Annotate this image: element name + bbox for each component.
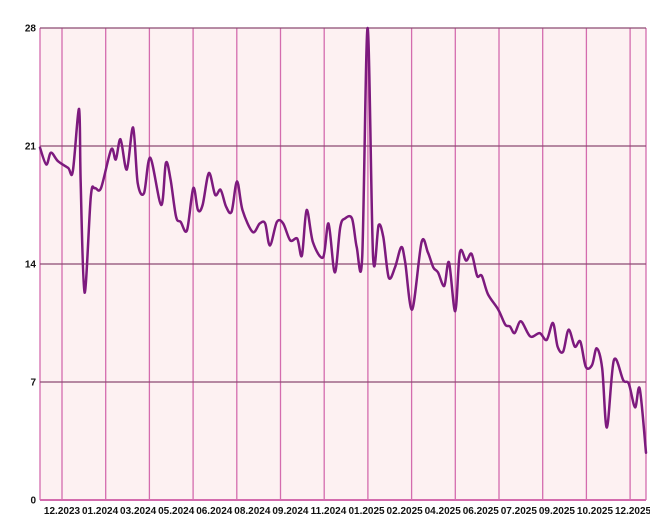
x-tick-label: 11.2024 <box>311 506 347 517</box>
x-tick-label: 02.2025 <box>387 506 424 517</box>
x-tick-label: 06.2025 <box>463 506 500 517</box>
y-axis-ticks: 0 7 14 21 28 <box>25 24 37 507</box>
x-tick-label: 12.2023 <box>44 506 81 517</box>
x-tick-label: 09.2025 <box>539 506 576 517</box>
y-tick-label: 21 <box>25 142 37 153</box>
y-tick-label: 14 <box>25 260 37 271</box>
x-tick-label: 04.2025 <box>425 506 462 517</box>
x-tick-label: 08.2024 <box>234 506 271 517</box>
y-tick-label: 7 <box>30 378 36 389</box>
x-tick-label: 06.2024 <box>196 506 233 517</box>
x-tick-label: 12.2025 <box>615 506 650 517</box>
x-tick-label: 03.2024 <box>120 506 157 517</box>
x-tick-label: 07.2025 <box>501 506 538 517</box>
x-tick-label: 05.2024 <box>158 506 195 517</box>
y-tick-label: 0 <box>30 496 36 507</box>
x-tick-label: 01.2025 <box>348 506 385 517</box>
horizontal-gridlines <box>40 27 646 383</box>
y-tick-label: 28 <box>25 24 37 35</box>
series-line <box>38 26 648 455</box>
x-tick-label: 10.2025 <box>577 506 614 517</box>
x-tick-label: 01.2024 <box>82 506 119 517</box>
x-axis-ticks: 12.2023 01.2024 03.2024 05.2024 06.2024 … <box>44 506 650 517</box>
x-tick-label: 09.2024 <box>272 506 309 517</box>
